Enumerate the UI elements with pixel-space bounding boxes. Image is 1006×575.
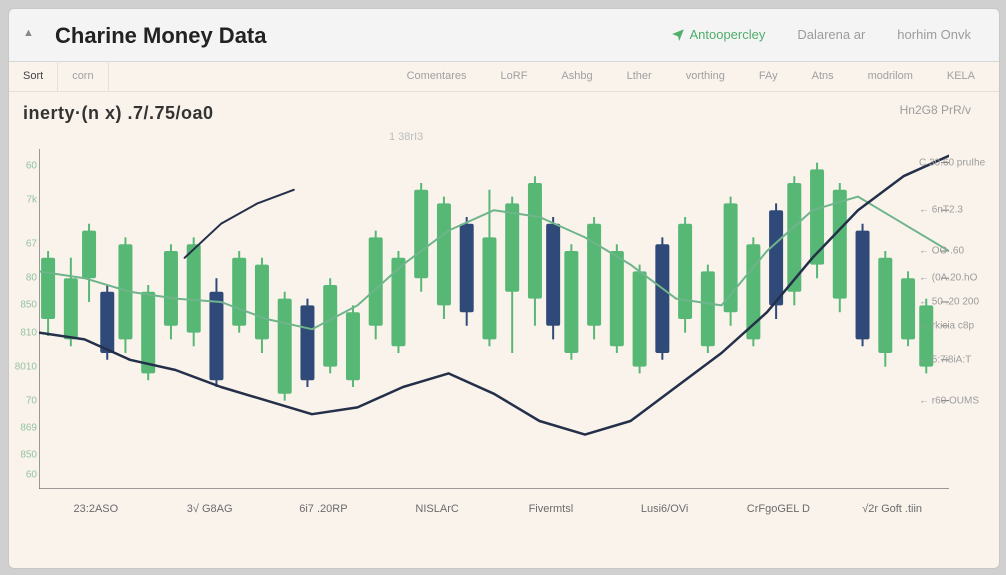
x-tick: CrFgoGEL D (722, 503, 836, 523)
y-left-tick: 869 (20, 422, 37, 433)
y-left-tick: 810 (20, 327, 37, 338)
x-tick: NISLArC (380, 503, 494, 523)
chart-top-value: 1 38rI3 (389, 131, 423, 143)
y-left-tick: 60 (26, 161, 37, 172)
y-right-tick: ← OO .60 (919, 246, 964, 257)
y-right-tick: ← r60 OUMS (919, 395, 979, 406)
subnav-7[interactable]: modrilom (868, 70, 913, 82)
y-right-tick: ← 50 .20 200 (919, 297, 979, 308)
app-frame: ▲ Charine Money Data Antoopercley Dalaren… (8, 8, 1000, 569)
logo-icon: ▲ (23, 27, 34, 39)
tab-sort[interactable]: Sort (9, 61, 58, 91)
subnav-1[interactable]: LoRF (501, 70, 528, 82)
y-left-tick: 80 (26, 273, 37, 284)
y-axis-left: 60 7k 67 80 850 810 8010 70 869 850 60 (13, 149, 39, 489)
y-axis-right: C 30.60 pruIhe ← 6nT2.3 ← OO .60 ← (0A.20.h… (919, 137, 997, 497)
y-right-tick: ← (0A.20.hO (919, 273, 977, 284)
y-left-tick: 8010 (15, 361, 37, 372)
x-tick: Lusi6/OVi (608, 503, 722, 523)
y-right-tick: ← 6nT2.3 (919, 205, 963, 216)
y-left-tick: 67 (26, 239, 37, 250)
subnav-8[interactable]: KELA (947, 70, 975, 82)
x-tick: Fivermtsl (494, 503, 608, 523)
x-tick: 6i7 .20RP (267, 503, 381, 523)
price-chart[interactable] (39, 149, 949, 489)
y-right-tick: ← rkicia c8p (919, 320, 974, 331)
subnav: Sortcorn Comentares LoRF Ashbg Lther vorthing… (9, 61, 999, 92)
y-left-tick: 850 (20, 300, 37, 311)
y-right-tick: C 30.60 pruIhe (919, 157, 985, 168)
header-link-2[interactable]: horhim Onvk (897, 27, 971, 42)
y-left-tick: 7k (26, 195, 37, 206)
app-title: Charine Money Data (55, 23, 267, 49)
x-tick: √2r Goft .tiin (835, 503, 949, 523)
header-link-0[interactable]: Antoopercley (671, 27, 765, 42)
subnav-3[interactable]: Lther (627, 70, 652, 82)
subnav-4[interactable]: vorthing (686, 70, 725, 82)
subnav-6[interactable]: Atns (812, 70, 834, 82)
y-left-tick: 850 (20, 450, 37, 461)
subnav-0[interactable]: Comentares (407, 70, 467, 82)
corner-label: Hn2G8 PrR/v (900, 103, 971, 117)
y-right-tick: ← 5:7i8iA:T (919, 354, 971, 365)
x-tick: 23:2ASO (39, 503, 153, 523)
header-link-1[interactable]: Dalarena ar (797, 27, 865, 42)
y-left-tick: 70 (26, 395, 37, 406)
y-left-tick: 60 (26, 470, 37, 481)
instrument-label: inerty·(n x) .7/.75/oa0 (23, 103, 214, 124)
subnav-2[interactable]: Ashbg (561, 70, 592, 82)
x-axis: 23:2ASO3√ G8AG6i7 .20RPNISLArCFivermtslL… (39, 503, 949, 523)
subnav-5[interactable]: FAy (759, 70, 778, 82)
tab-corn[interactable]: corn (58, 61, 108, 91)
x-tick: 3√ G8AG (153, 503, 267, 523)
header: ▲ Charine Money Data Antoopercley Dalaren… (9, 9, 999, 62)
header-links: Antoopercley Dalarena ar horhim Onvk (671, 27, 971, 42)
